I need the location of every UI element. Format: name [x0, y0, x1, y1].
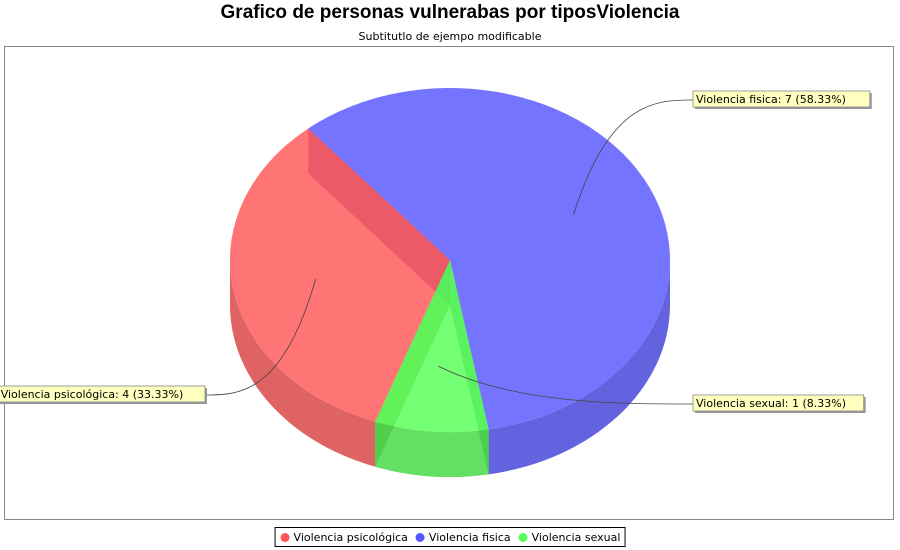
slice-fisica: [308, 88, 670, 430]
chart-title: Grafico de personas vulnerabas por tipos…: [220, 2, 680, 23]
slice-label-psicologica: Violencia psicológica: 4 (33.33%): [1, 388, 184, 401]
slice-side-psicologica: [229, 260, 376, 467]
slice-side-fisica: [488, 260, 670, 475]
slice-side-sexual: [375, 421, 489, 477]
legend-swatch-icon: [280, 532, 290, 542]
legend-label: Violencia psicológica: [293, 530, 408, 544]
label-box: [0, 385, 206, 403]
leader-line: [204, 278, 317, 396]
legend-item-psicologica: Violencia psicológica: [279, 531, 408, 544]
chart-legend: Violencia psicológica Violencia fisica V…: [274, 527, 626, 547]
legend-item-fisica: Violencia fisica: [414, 531, 511, 544]
label-box: [692, 394, 865, 412]
slice-psicologica: [229, 128, 450, 422]
legend-label: Violencia sexual: [531, 530, 621, 544]
legend-label: Violencia fisica: [428, 530, 511, 544]
leader-line: [438, 365, 694, 405]
label-box: [692, 90, 871, 108]
legend-swatch-icon: [415, 532, 425, 542]
legend-item-sexual: Violencia sexual: [517, 530, 621, 544]
slice-label-fisica: Violencia fisica: 7 (58.33%): [696, 93, 846, 106]
legend-swatch-icon: [518, 532, 528, 542]
pie-tops: [229, 88, 670, 432]
pie-labels: Violencia fisica: 7 (58.33%) Violencia se…: [0, 90, 872, 413]
leader-line: [573, 99, 694, 215]
slice-label-sexual: Violencia sexual: 1 (8.33%): [696, 397, 846, 410]
chart-subtitle: Subtitutlo de ejempo modificable: [358, 30, 542, 43]
slice-sexual: [375, 260, 489, 432]
